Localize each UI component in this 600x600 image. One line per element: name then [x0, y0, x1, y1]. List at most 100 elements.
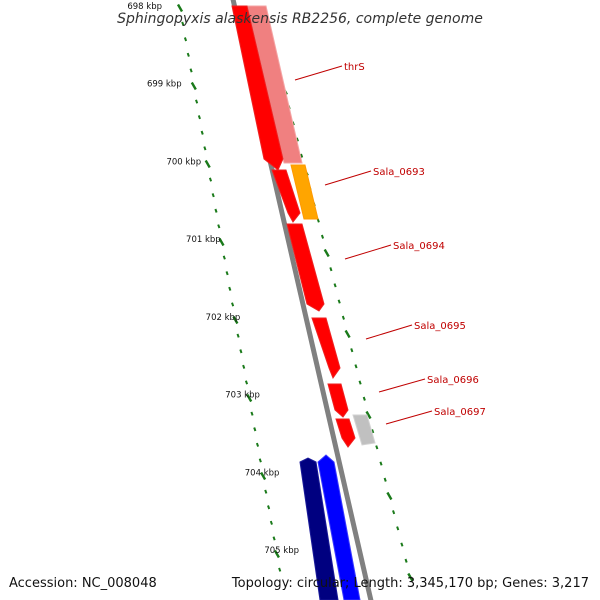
tick-label: 703 kbp	[225, 391, 260, 401]
tick-mark	[222, 255, 226, 260]
tick-mark	[200, 130, 204, 135]
accession-text: Accession: NC_008048	[9, 576, 157, 591]
tick-mark	[295, 137, 299, 142]
tick-mark	[225, 271, 229, 276]
gene-label[interactable]: Sala_0697	[434, 407, 486, 418]
tick-mark	[300, 153, 304, 158]
tick-mark	[365, 410, 372, 420]
tick-mark	[211, 193, 215, 198]
tick-mark	[362, 396, 366, 401]
feature-track	[231, 5, 376, 600]
tick-mark	[375, 445, 379, 450]
tick-mark	[204, 159, 211, 169]
tick-mark	[278, 567, 282, 572]
tick-mark	[267, 505, 271, 510]
tick-mark	[350, 348, 354, 353]
tick-mark	[404, 558, 408, 563]
tick-label: 704 kbp	[245, 468, 280, 478]
gene-label-line	[324, 170, 372, 186]
tick-mark	[190, 81, 197, 91]
tick-mark	[354, 364, 358, 369]
tick-mark	[371, 429, 375, 434]
gene-label[interactable]: Sala_0696	[427, 375, 479, 386]
tick-label: 699 kbp	[147, 80, 182, 90]
tick-marks	[176, 3, 414, 582]
tick-mark	[250, 411, 254, 416]
tick-mark	[333, 283, 337, 288]
tick-mark	[258, 458, 262, 463]
tick-mark	[400, 542, 404, 547]
tick-mark	[195, 99, 199, 104]
gene-label[interactable]: Sala_0695	[414, 321, 466, 332]
Sala_0693-trna-feature[interactable]	[290, 164, 319, 220]
tick-mark	[214, 208, 218, 213]
thrS-cds[interactable]	[231, 5, 284, 171]
tick-mark	[269, 520, 273, 525]
reverse-gene-blue[interactable]	[317, 454, 361, 600]
tick-mark	[341, 315, 345, 320]
tick-label: 700 kbp	[166, 157, 201, 167]
gene-labels: thrS Sala_0693 Sala_0694 Sala_0695 Sala_0696…	[344, 62, 486, 418]
tick-mark	[329, 267, 333, 272]
Sala_0696-cds[interactable]	[327, 383, 349, 418]
tick-mark	[337, 299, 341, 304]
tick-mark	[246, 393, 253, 403]
gene-label-line	[344, 244, 392, 260]
genome-title: Sphingopyxis alaskensis RB2256, complete…	[117, 11, 483, 27]
tick-mark	[344, 329, 351, 339]
tick-mark	[264, 489, 268, 494]
tick-mark	[181, 21, 185, 26]
gene-label[interactable]: Sala_0693	[373, 167, 425, 178]
tick-mark	[272, 536, 276, 541]
tick-labels: 698 kbp 699 kbp 700 kbp 701 kbp 702 kbp 703 k…	[127, 2, 299, 556]
tick-mark	[273, 549, 280, 559]
tick-mark	[392, 510, 396, 515]
tick-mark	[260, 471, 267, 481]
tick-mark	[217, 224, 221, 229]
tick-mark	[208, 177, 213, 182]
tick-mark	[407, 572, 414, 582]
tick-label: 701 kbp	[186, 235, 221, 245]
tick-mark	[255, 442, 260, 447]
tick-mark	[239, 349, 243, 354]
tick-mark	[189, 68, 193, 73]
tick-mark	[253, 427, 257, 432]
tick-mark	[186, 52, 190, 57]
tick-mark	[383, 477, 387, 482]
gene-label-line	[385, 410, 433, 425]
gene-label-line	[378, 378, 426, 393]
tick-mark	[231, 302, 235, 307]
tick-mark	[379, 461, 383, 466]
tick-mark	[386, 491, 393, 501]
tick-mark	[203, 146, 207, 151]
Sala_0693-cds[interactable]	[271, 169, 301, 223]
gene-label-line	[294, 65, 343, 81]
tick-mark	[358, 380, 362, 385]
tick-mark	[218, 237, 225, 247]
tick-mark	[396, 526, 400, 531]
Sala_0697-other-feature[interactable]	[352, 414, 376, 446]
reverse-gene-dark[interactable]	[299, 457, 339, 600]
gene-label-line	[365, 324, 413, 340]
tick-mark	[228, 286, 232, 291]
Sala_0694-cds[interactable]	[286, 223, 325, 312]
tick-mark	[197, 115, 201, 120]
Sala_0697-cds[interactable]	[335, 418, 356, 448]
tick-mark	[183, 37, 188, 42]
tick-label: 702 kbp	[206, 313, 241, 323]
gene-label-lines	[294, 65, 433, 425]
tick-label: 698 kbp	[127, 2, 162, 12]
tick-mark	[236, 333, 240, 338]
tick-label: 705 kbp	[264, 546, 299, 556]
tick-mark	[244, 380, 249, 385]
tick-mark	[320, 234, 325, 239]
topology-text: Topology: circular; Length: 3,345,170 bp…	[231, 576, 589, 591]
Sala_0695-cds[interactable]	[311, 317, 341, 380]
tick-mark	[242, 364, 246, 369]
tick-mark	[323, 248, 330, 258]
gene-label[interactable]: thrS	[344, 62, 365, 73]
gene-label[interactable]: Sala_0694	[393, 241, 445, 252]
tick-mark	[232, 315, 239, 325]
tick-mark	[176, 3, 184, 13]
